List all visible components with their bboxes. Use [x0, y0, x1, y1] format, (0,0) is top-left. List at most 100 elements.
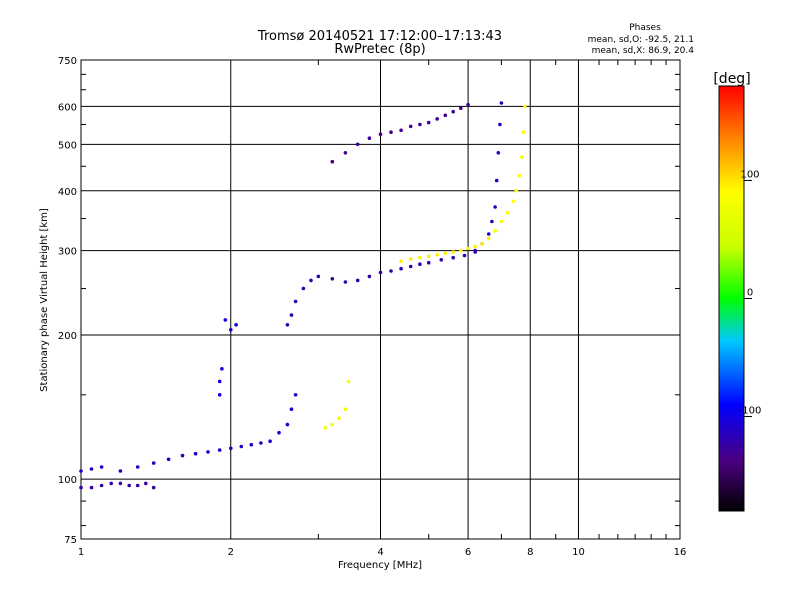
data-point	[135, 465, 140, 469]
data-point	[494, 178, 499, 183]
data-point	[378, 270, 383, 275]
data-point	[346, 379, 351, 384]
data-point	[443, 113, 448, 118]
x-tick-label: 6	[465, 547, 471, 558]
x-tick-label: 2	[228, 547, 234, 558]
data-point	[330, 159, 335, 164]
data-point	[459, 248, 463, 253]
data-point	[135, 483, 140, 488]
y-tick-label: 100	[58, 475, 77, 486]
data-point	[493, 229, 497, 233]
x-tick-label: 1	[78, 547, 84, 558]
data-point	[323, 426, 328, 430]
y-tick-label: 500	[58, 140, 77, 151]
data-point	[234, 323, 238, 327]
data-point	[151, 485, 156, 490]
data-point	[399, 266, 403, 271]
data-point	[277, 430, 281, 435]
y-tick-label: 750	[58, 56, 77, 67]
data-point	[367, 274, 372, 279]
data-point	[389, 269, 393, 273]
data-point	[486, 232, 491, 236]
data-point	[259, 441, 263, 445]
data-point	[316, 274, 321, 279]
data-point	[399, 259, 403, 264]
x-tick-label: 16	[674, 547, 687, 558]
data-point	[520, 155, 524, 159]
data-point	[426, 260, 431, 265]
data-point	[496, 151, 501, 155]
data-point	[293, 393, 298, 397]
chart-title: Tromsø 20140521 17:12:00–17:13:43	[257, 29, 502, 44]
data-point	[217, 393, 222, 397]
data-point	[355, 278, 360, 283]
data-point	[229, 446, 233, 451]
data-point	[151, 461, 156, 465]
data-point	[343, 280, 348, 284]
data-point	[486, 236, 491, 241]
data-point	[343, 407, 348, 412]
data-point	[220, 367, 224, 371]
data-point	[389, 130, 393, 134]
y-axis-label: Stationary phase Virtual Height [km]	[39, 208, 50, 392]
colorbar-label: [deg]	[713, 71, 750, 87]
data-point	[217, 379, 222, 384]
data-point	[127, 483, 131, 488]
data-point	[511, 199, 516, 204]
colorbar-tick-label: 100	[740, 169, 759, 180]
data-point	[480, 242, 484, 246]
data-point	[408, 124, 413, 129]
data-point	[473, 248, 478, 253]
data-point	[285, 422, 290, 427]
data-point	[79, 485, 83, 490]
data-point	[439, 258, 444, 262]
data-point	[99, 483, 104, 488]
data-point	[99, 465, 104, 469]
data-point	[193, 451, 198, 456]
colorbar	[718, 85, 745, 512]
data-point	[180, 453, 185, 458]
data-point	[89, 467, 94, 471]
data-point	[118, 481, 123, 486]
data-points	[79, 101, 527, 490]
x-tick-label: 4	[377, 547, 383, 558]
data-point	[521, 130, 526, 134]
data-point	[451, 250, 456, 254]
data-point	[435, 117, 440, 121]
axis-ticks: 1 2 4 6 8 10 16 75 100 200 300 400 500 600 750	[58, 56, 686, 558]
data-point	[443, 251, 448, 256]
data-point	[293, 299, 298, 304]
data-point	[330, 277, 335, 281]
data-point	[462, 253, 467, 258]
data-point	[309, 278, 313, 283]
data-point	[499, 101, 504, 105]
data-point	[408, 264, 413, 269]
x-axis-label: Frequency [MHz]	[338, 560, 422, 571]
data-point	[355, 142, 360, 147]
stats-o-line: mean, sd,O: -92.5, 21.1	[588, 35, 694, 45]
data-point	[223, 318, 228, 322]
data-point	[330, 422, 335, 427]
x-tick-label: 10	[572, 547, 585, 558]
data-point	[408, 257, 413, 261]
data-point	[343, 151, 348, 155]
y-tick-label: 400	[58, 187, 77, 198]
data-point	[493, 205, 497, 209]
data-point	[268, 439, 272, 444]
data-point	[517, 173, 521, 178]
data-point	[490, 219, 494, 224]
chart-subtitle: RwPretec (8p)	[334, 42, 425, 57]
data-point	[206, 450, 210, 454]
data-point	[418, 262, 422, 267]
data-point	[426, 254, 431, 258]
data-point	[418, 255, 422, 260]
data-point	[217, 448, 222, 452]
data-point	[289, 313, 294, 317]
data-point	[473, 244, 478, 249]
y-tick-label: 75	[64, 535, 77, 546]
data-point	[301, 286, 306, 291]
data-point	[498, 122, 502, 127]
x-tick-label: 8	[527, 547, 533, 558]
data-point	[499, 219, 504, 224]
data-point	[367, 136, 372, 140]
